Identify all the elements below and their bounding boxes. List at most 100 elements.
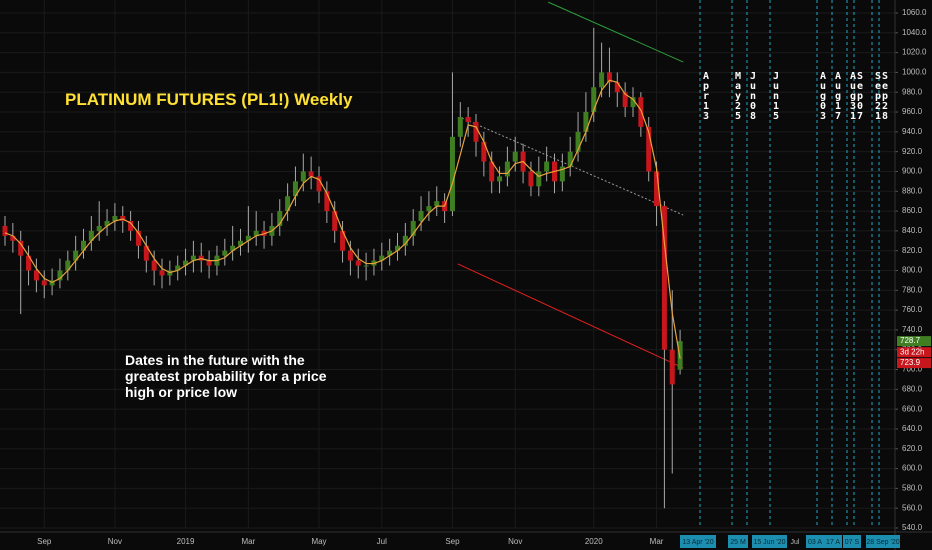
candle-body: [73, 250, 79, 261]
candle-body: [457, 116, 463, 137]
candle-body: [347, 250, 353, 261]
candle-body: [88, 230, 94, 241]
candle-body: [175, 265, 181, 271]
candle-body: [606, 72, 612, 83]
candle-body: [10, 235, 16, 241]
y-tick-label: 860.0: [902, 206, 923, 215]
x-tick-label: Sep: [37, 537, 52, 546]
axis-date-box: [866, 535, 900, 548]
candle-body: [324, 191, 330, 212]
axis-date-label: 28 Sep '20: [866, 539, 899, 546]
y-tick-label: 900.0: [902, 167, 923, 176]
future-date-label: Sep 21: [875, 71, 882, 122]
candle-body: [41, 280, 47, 286]
x-tick-label: 2020: [585, 537, 603, 546]
y-tick-label: 880.0: [902, 186, 923, 195]
candle-body: [81, 240, 86, 251]
candle-body: [245, 235, 251, 241]
y-tick-label: 940.0: [902, 127, 923, 136]
candle-body: [434, 201, 440, 207]
x-tick-label: Sep: [445, 537, 460, 546]
trend-line: [548, 1, 684, 63]
x-tick-label: 2019: [177, 537, 195, 546]
candle-body: [630, 97, 636, 108]
price-label-box: [897, 336, 931, 347]
candle-body: [614, 82, 620, 93]
future-date-label: Jun 08: [750, 71, 757, 122]
candle-body: [300, 171, 306, 182]
price-label: 723.9: [900, 358, 921, 367]
candle-body: [473, 121, 479, 142]
candle-body: [489, 161, 495, 182]
candle-body: [183, 260, 189, 266]
candle-body: [112, 216, 118, 221]
y-tick-label: 740.0: [902, 325, 923, 334]
y-tick-label: 840.0: [902, 226, 923, 235]
candle-body: [135, 230, 141, 246]
candle-body: [638, 97, 644, 127]
candle-body: [504, 161, 510, 177]
moving-average: [4, 79, 681, 359]
candle-body: [575, 131, 581, 152]
axis-date-label: 13 Apr '20: [682, 539, 713, 546]
future-date-label: Aug 31: [850, 71, 857, 122]
y-tick-label: 760.0: [902, 305, 923, 314]
price-label-box: [897, 347, 931, 358]
y-tick-label: 540.0: [902, 523, 923, 532]
x-tick-label: Jul: [377, 537, 387, 546]
candle-body: [238, 240, 243, 246]
future-date-label: Sep 28: [882, 71, 889, 122]
y-tick-label: 640.0: [902, 424, 923, 433]
y-tick-label: 1000.0: [902, 68, 927, 77]
y-tick-label: 820.0: [902, 246, 923, 255]
candle-body: [57, 270, 63, 281]
candle-body: [332, 211, 338, 231]
axis-date-box: [806, 535, 824, 548]
y-tick-label: 1040.0: [902, 28, 927, 37]
x-tick-label: Mar: [241, 537, 255, 546]
axis-date-box: [824, 535, 842, 548]
candle-body: [661, 206, 667, 350]
axis-date-box: [728, 535, 748, 548]
trend-line: [457, 263, 684, 369]
candle-body: [465, 116, 471, 122]
candle-body: [222, 250, 228, 256]
candle-body: [395, 245, 400, 251]
price-label: 728.7: [900, 336, 921, 345]
candle-body: [497, 176, 503, 182]
candle-body: [418, 211, 424, 221]
candle-body: [536, 171, 542, 187]
candle-body: [591, 87, 597, 113]
candle-body: [567, 151, 573, 167]
candle-body: [559, 166, 565, 182]
y-tick-label: 800.0: [902, 266, 923, 275]
candle-body: [253, 230, 259, 236]
y-tick-label: 660.0: [902, 404, 923, 413]
candle-body: [583, 112, 589, 132]
candle-body: [544, 161, 550, 172]
candle-body: [355, 260, 361, 266]
candle-body: [277, 211, 283, 226]
price-label-box: [897, 358, 931, 369]
future-date-label: Apr 13: [703, 71, 710, 122]
candle-body: [622, 92, 628, 108]
y-tick-label: 1060.0: [902, 8, 927, 17]
axis-date-box: [680, 535, 716, 548]
axis-date-box: [752, 535, 787, 548]
candle-body: [340, 230, 346, 251]
candle-body: [654, 171, 660, 207]
y-tick-label: 780.0: [902, 285, 923, 294]
axis-date-label: 15 Jun '20: [753, 539, 785, 546]
candle-body: [2, 225, 8, 236]
x-tick-label: Nov: [508, 537, 522, 546]
candle-body: [33, 270, 39, 281]
candle-body: [426, 206, 432, 212]
x-tick-label: May: [311, 537, 326, 546]
future-date-label: Aug 17: [835, 71, 842, 122]
axis-date-label: 07 S: [845, 539, 860, 546]
y-tick-label: 1020.0: [902, 48, 927, 57]
axis-date-label: Jul: [791, 539, 800, 546]
candle-body: [96, 225, 102, 231]
axis-date-label: 17 A: [826, 539, 840, 546]
